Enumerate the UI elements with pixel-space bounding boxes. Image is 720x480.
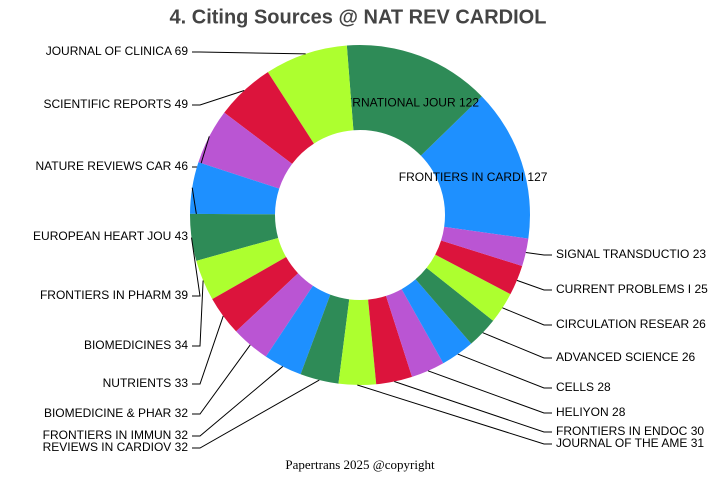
slice-label-name: EUROPEAN HEART JOU (33, 229, 171, 243)
donut-slice (415, 267, 494, 344)
donut-slice (267, 45, 354, 144)
donut-slice (386, 289, 444, 377)
slice-label-name: NUTRIENTS (103, 376, 172, 390)
slice-label-name: FRONTIERS IN IMMUN (43, 428, 172, 442)
leader-line (525, 251, 552, 256)
slice-label-value: 33 (175, 376, 189, 390)
leader-line (192, 90, 245, 106)
donut-slice (190, 162, 280, 215)
slice-label: BIOMEDICINE & PHAR 32 (44, 406, 188, 420)
slice-label-name: CIRCULATION RESEAR (556, 317, 689, 331)
leader-line (482, 332, 552, 359)
donut-slice (435, 240, 523, 295)
leader-line (192, 315, 224, 385)
donut-slice (368, 295, 413, 385)
leader-line (192, 344, 251, 415)
slice-label: FRONTIERS IN CARDI 127 (399, 170, 548, 184)
slice-label-name: SIGNAL TRANSDUCTIO (556, 247, 689, 261)
leader-line (192, 51, 306, 55)
leader-line (427, 370, 552, 414)
slice-label-value: 26 (692, 317, 706, 331)
slice-label-value: 32 (175, 406, 189, 420)
slice-label-value: 127 (527, 170, 547, 184)
slice-label-name: BIOMEDICINE & PHAR (44, 406, 172, 420)
slice-label-value: 49 (175, 97, 189, 111)
donut-slice (212, 257, 299, 332)
slice-label: HELIYON 28 (556, 405, 626, 419)
slice-label-value: 39 (175, 288, 189, 302)
slice-label: NUTRIENTS 33 (103, 376, 189, 390)
slice-label-value: 122 (459, 96, 479, 110)
donut-slice (420, 96, 530, 239)
footer: Papertrans 2025 @copyright (285, 457, 435, 472)
slice-label-value: 32 (175, 440, 189, 454)
donut-slice (426, 254, 511, 321)
donut-slice (441, 226, 529, 267)
slice-label-name: REVIEWS IN CARDIOV (43, 440, 172, 454)
slice-label: ADVANCED SCIENCE 26 (556, 350, 695, 364)
donut-slice (196, 237, 287, 300)
slice-label: JOURNAL OF THE AME 31 (556, 436, 704, 450)
donut-slice (224, 72, 314, 164)
slice-label-value: 34 (175, 338, 189, 352)
leader-line (192, 280, 204, 347)
slice-label-value: 32 (175, 428, 189, 442)
slice-label: NATURE REVIEWS CAR 46 (36, 159, 189, 173)
donut-slice (401, 279, 472, 364)
slice-label: INTERNATIONAL JOUR 122 (325, 96, 479, 110)
slice-label-name: JOURNAL OF CLINICA (46, 44, 172, 58)
slice-label-name: INTERNATIONAL JOUR (325, 96, 456, 110)
slice-label-name: CELLS (556, 380, 594, 394)
slice-label-value: 30 (691, 424, 705, 438)
slice-label: FRONTIERS IN ENDOC 30 (556, 424, 704, 438)
donut-slice (346, 45, 482, 156)
leader-line (191, 237, 201, 297)
slice-label-value: 69 (175, 44, 189, 58)
slice-label-value: 26 (682, 350, 696, 364)
donut-slice (338, 299, 377, 385)
slice-label-value: 46 (175, 159, 189, 173)
slice-label-name: BIOMEDICINES (84, 338, 171, 352)
slice-label-value: 25 (694, 282, 708, 296)
slice-label-name: NATURE REVIEWS CAR (36, 159, 172, 173)
slice-label: SIGNAL TRANSDUCTIO 23 (556, 247, 706, 261)
leader-line (457, 353, 552, 389)
slice-label-value: 28 (597, 380, 611, 394)
slice-label: EUROPEAN HEART JOU 43 (33, 229, 188, 243)
leader-line (192, 379, 320, 449)
slice-label-value: 43 (175, 229, 189, 243)
slice-label-name: CURRENT PROBLEMS I (556, 282, 691, 296)
donut-slice (190, 213, 279, 261)
leader-line (357, 384, 552, 445)
slice-label-name: SCIENTIFIC REPORTS (44, 97, 172, 111)
leader-line (516, 279, 552, 291)
slice-label: FRONTIERS IN PHARM 39 (40, 288, 188, 302)
slice-label: CIRCULATION RESEAR 26 (556, 317, 706, 331)
slice-label-value: 28 (612, 405, 626, 419)
leader-line (394, 381, 552, 433)
slice-label-name: ADVANCED SCIENCE (556, 350, 678, 364)
donut-slice (265, 285, 331, 375)
slice-label-value: 31 (691, 436, 705, 450)
slice-label-name: FRONTIERS IN PHARM (40, 288, 171, 302)
leader-line (192, 366, 284, 437)
slice-label-value: 23 (693, 247, 707, 261)
donut-slice (300, 294, 350, 384)
slice-label: BIOMEDICINES 34 (84, 338, 188, 352)
slice-label: REVIEWS IN CARDIOV 32 (43, 440, 189, 454)
slice-label-name: FRONTIERS IN CARDI (399, 170, 524, 184)
slice-label: FRONTIERS IN IMMUN 32 (43, 428, 189, 442)
donut-slice (236, 273, 313, 357)
slice-label: SCIENTIFIC REPORTS 49 (44, 97, 189, 111)
slice-label: CELLS 28 (556, 380, 611, 394)
slice-label: CURRENT PROBLEMS I 25 (556, 282, 708, 296)
slice-label-name: FRONTIERS IN ENDOC (556, 424, 688, 438)
leader-line (502, 307, 552, 326)
slice-label-name: HELIYON (556, 405, 609, 419)
chart-title: 4. Citing Sources @ NAT REV CARDIOL (170, 6, 547, 28)
slice-label: JOURNAL OF CLINICA 69 (46, 44, 189, 58)
slice-label-name: JOURNAL OF THE AME (556, 436, 687, 450)
donut-slice (198, 112, 293, 189)
